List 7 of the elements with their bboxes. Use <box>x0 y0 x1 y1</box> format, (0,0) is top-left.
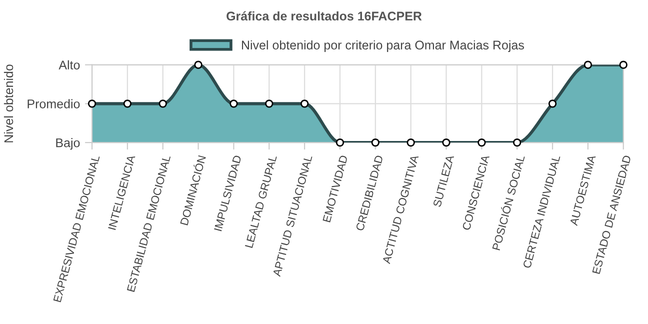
y-axis-title: Nivel obtenido <box>4 64 14 142</box>
category-label: Promedio <box>28 99 80 108</box>
chart-title: Gráfica de resultados 16FACPER <box>226 11 422 21</box>
category-label: Alto <box>58 60 80 70</box>
x-tick-label: LEALTAD GRUPAL <box>244 154 277 248</box>
legend-label: Nivel obtenido por criterio para Omar Macias Rojas <box>242 40 524 52</box>
category-label: Bajo <box>56 138 80 150</box>
